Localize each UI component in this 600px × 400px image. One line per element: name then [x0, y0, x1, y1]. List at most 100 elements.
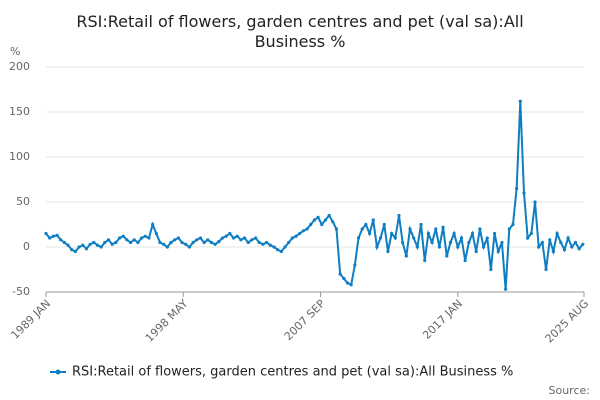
point — [169, 240, 173, 245]
point — [224, 234, 228, 238]
point — [537, 245, 541, 249]
point — [562, 248, 567, 252]
point — [345, 281, 350, 285]
point — [467, 240, 471, 245]
point — [320, 222, 324, 227]
point — [114, 240, 118, 245]
source: Source: — [549, 384, 591, 397]
point — [412, 236, 416, 240]
point — [338, 272, 342, 276]
point — [390, 231, 394, 236]
point — [485, 236, 489, 240]
point — [305, 227, 309, 231]
point — [73, 249, 78, 254]
point — [180, 240, 184, 245]
point — [117, 236, 122, 240]
point — [504, 287, 508, 291]
point — [448, 240, 453, 245]
point — [176, 236, 180, 240]
point — [349, 283, 353, 287]
point — [371, 218, 375, 222]
y-tick-label: -50 — [12, 285, 30, 298]
point — [323, 218, 328, 222]
point — [88, 242, 92, 246]
point — [540, 240, 544, 245]
point — [202, 240, 206, 245]
point — [316, 215, 320, 219]
point — [287, 240, 291, 245]
point — [139, 236, 144, 240]
point — [515, 186, 519, 191]
y-tick-label: 100 — [9, 150, 30, 163]
point — [474, 249, 478, 254]
point — [103, 240, 107, 245]
point — [77, 245, 81, 249]
point — [489, 267, 493, 272]
point — [250, 238, 254, 242]
point — [66, 243, 70, 247]
point — [375, 245, 379, 249]
point — [360, 227, 364, 231]
point — [522, 191, 526, 195]
point — [393, 236, 397, 240]
point — [437, 245, 442, 249]
point — [430, 240, 434, 245]
point — [158, 240, 162, 245]
point — [397, 213, 401, 218]
point — [452, 231, 456, 236]
y-axis-label: % — [10, 45, 20, 58]
point — [367, 231, 372, 236]
point — [353, 263, 357, 267]
point — [187, 245, 191, 249]
point — [51, 234, 55, 238]
y-tick-label: 50 — [16, 195, 30, 208]
point — [544, 267, 548, 272]
point — [334, 227, 339, 231]
point — [459, 236, 464, 240]
point — [48, 236, 52, 240]
point — [342, 276, 346, 281]
y-tick-label: 200 — [9, 60, 30, 73]
point — [434, 227, 438, 231]
point — [386, 249, 390, 254]
point — [526, 236, 530, 240]
point — [290, 236, 294, 240]
point — [559, 240, 563, 245]
chart-title: RSI:Retail of flowers, garden centres an… — [76, 12, 523, 51]
point — [511, 222, 515, 227]
point — [128, 240, 133, 245]
point — [70, 248, 74, 252]
point — [195, 238, 199, 242]
point — [191, 240, 195, 245]
point — [268, 243, 272, 247]
point — [401, 240, 405, 245]
point — [246, 240, 250, 245]
point — [456, 245, 460, 249]
point — [419, 222, 423, 227]
point — [261, 242, 265, 246]
point — [312, 218, 317, 222]
point — [55, 233, 59, 237]
point — [184, 242, 188, 246]
point — [239, 238, 243, 242]
point — [496, 249, 500, 254]
point — [162, 242, 166, 246]
point — [470, 231, 475, 236]
point — [121, 234, 125, 238]
point — [382, 222, 386, 227]
point — [426, 231, 430, 236]
point — [415, 245, 419, 249]
point — [364, 222, 368, 227]
series-line — [45, 101, 584, 290]
point — [253, 236, 258, 240]
point — [441, 225, 445, 229]
point — [518, 99, 522, 103]
y-tick-label: 150 — [9, 105, 30, 118]
point — [551, 249, 556, 254]
point — [44, 231, 48, 236]
point — [331, 220, 335, 224]
point — [84, 247, 89, 251]
x-tick-label: 1989 JAN — [8, 297, 53, 342]
point — [408, 227, 412, 231]
